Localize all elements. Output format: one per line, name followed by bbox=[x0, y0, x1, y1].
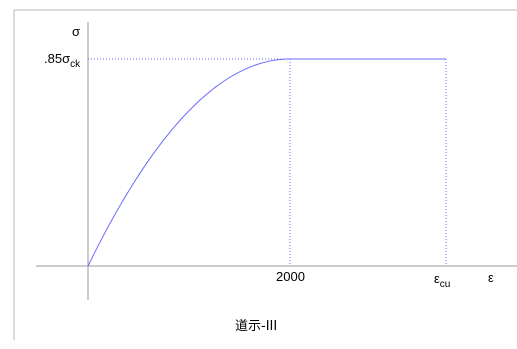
stress-strain-curve bbox=[87, 58, 446, 267]
x-tick-2000: 2000 bbox=[276, 269, 305, 284]
caption: 道示-III bbox=[235, 319, 277, 334]
y-level-label: .85σck bbox=[44, 51, 81, 70]
x-axis-symbol: ε bbox=[488, 270, 494, 285]
y-axis-symbol: σ bbox=[72, 24, 80, 39]
x-tick-ecu: εcu bbox=[434, 271, 450, 290]
